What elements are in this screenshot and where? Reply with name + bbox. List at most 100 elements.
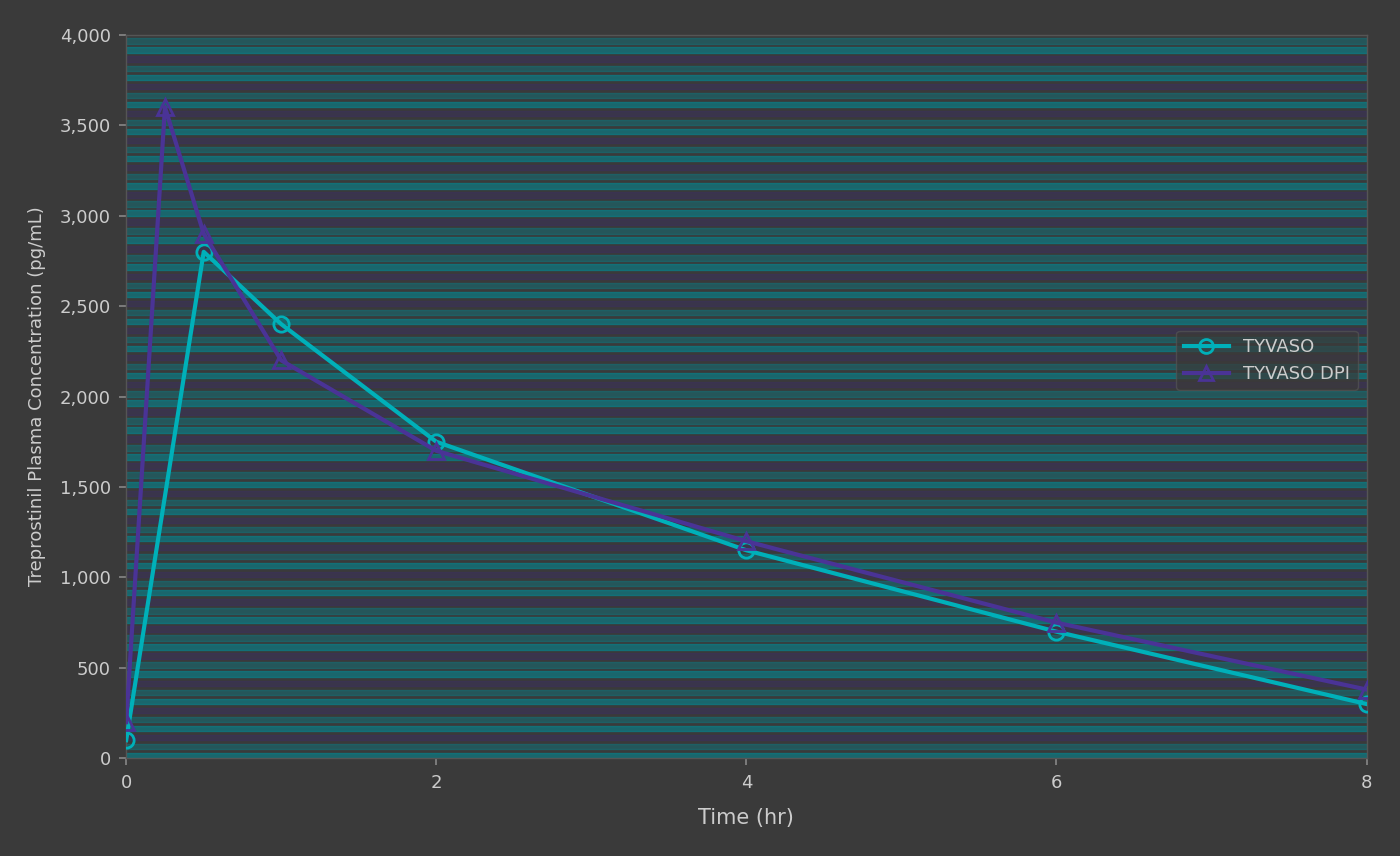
Bar [126,744,1366,749]
TYVASO [196,247,213,257]
Bar [126,752,1366,758]
TYVASO [273,319,290,330]
Bar [126,247,1366,252]
Bar [126,400,1366,406]
TYVASO DPI [1358,685,1375,695]
TYVASO DPI [157,102,174,112]
Line: TYVASO DPI: TYVASO DPI [119,99,1375,730]
Bar [126,681,1366,686]
Bar [126,563,1366,568]
TYVASO [428,437,445,447]
Bar [126,74,1366,80]
Bar [126,183,1366,188]
Bar [126,663,1366,668]
TYVASO DPI [428,446,445,456]
Bar [126,716,1366,722]
TYVASO DPI [1049,617,1065,627]
Bar [126,373,1366,378]
Bar [126,165,1366,170]
Bar [126,572,1366,578]
Bar [126,337,1366,342]
Bar [126,274,1366,279]
Bar [126,708,1366,713]
Bar [126,391,1366,396]
Bar [126,419,1366,424]
X-axis label: Time (hr): Time (hr) [699,808,794,829]
Bar [126,590,1366,596]
Bar [126,300,1366,306]
Bar [126,554,1366,559]
TYVASO [118,735,134,746]
Bar [126,645,1366,650]
Bar [126,599,1366,604]
Y-axis label: Treprostinil Plasma Concentration (pg/mL): Treprostinil Plasma Concentration (pg/mL… [28,206,46,586]
Bar [126,39,1366,44]
Bar [126,219,1366,224]
Bar [126,56,1366,62]
Bar [126,192,1366,198]
Bar [126,174,1366,180]
Bar [126,581,1366,586]
Bar [126,318,1366,324]
Bar [126,726,1366,731]
Bar [126,455,1366,460]
Bar [126,382,1366,388]
TYVASO DPI [738,536,755,546]
Bar [126,473,1366,478]
TYVASO DPI [273,355,290,366]
Bar [126,635,1366,640]
Bar [126,409,1366,414]
Bar [126,490,1366,496]
Bar [126,346,1366,351]
Bar [126,463,1366,469]
Bar [126,66,1366,71]
Bar [126,211,1366,216]
Bar [126,734,1366,740]
Bar [126,545,1366,550]
Bar [126,328,1366,333]
TYVASO DPI [196,229,213,239]
Bar [126,364,1366,370]
Bar [126,536,1366,541]
Bar [126,310,1366,315]
Bar [126,671,1366,677]
TYVASO [738,545,755,556]
Bar [126,690,1366,695]
Legend: TYVASO, TYVASO DPI: TYVASO, TYVASO DPI [1176,330,1358,390]
TYVASO DPI [118,717,134,728]
Bar [126,526,1366,532]
Bar [126,617,1366,622]
Bar [126,229,1366,234]
Bar [126,47,1366,53]
Bar [126,445,1366,451]
Bar [126,518,1366,523]
Bar [126,120,1366,125]
Bar [126,427,1366,432]
Bar [126,355,1366,360]
Bar [126,237,1366,243]
Bar [126,698,1366,704]
Bar [126,608,1366,614]
Bar [126,627,1366,632]
Bar [126,653,1366,659]
Bar [126,92,1366,98]
Bar [126,255,1366,261]
Bar [126,482,1366,487]
Bar [126,500,1366,505]
Bar [126,201,1366,206]
Bar [126,147,1366,152]
Line: TYVASO: TYVASO [119,244,1375,748]
Bar [126,110,1366,116]
Bar [126,138,1366,143]
Bar [126,508,1366,514]
Bar [126,84,1366,89]
Bar [126,102,1366,107]
TYVASO [1049,627,1065,637]
Bar [126,265,1366,270]
Bar [126,282,1366,288]
Bar [126,292,1366,297]
Bar [126,129,1366,134]
Bar [126,156,1366,162]
TYVASO [1358,698,1375,709]
Bar [126,437,1366,442]
